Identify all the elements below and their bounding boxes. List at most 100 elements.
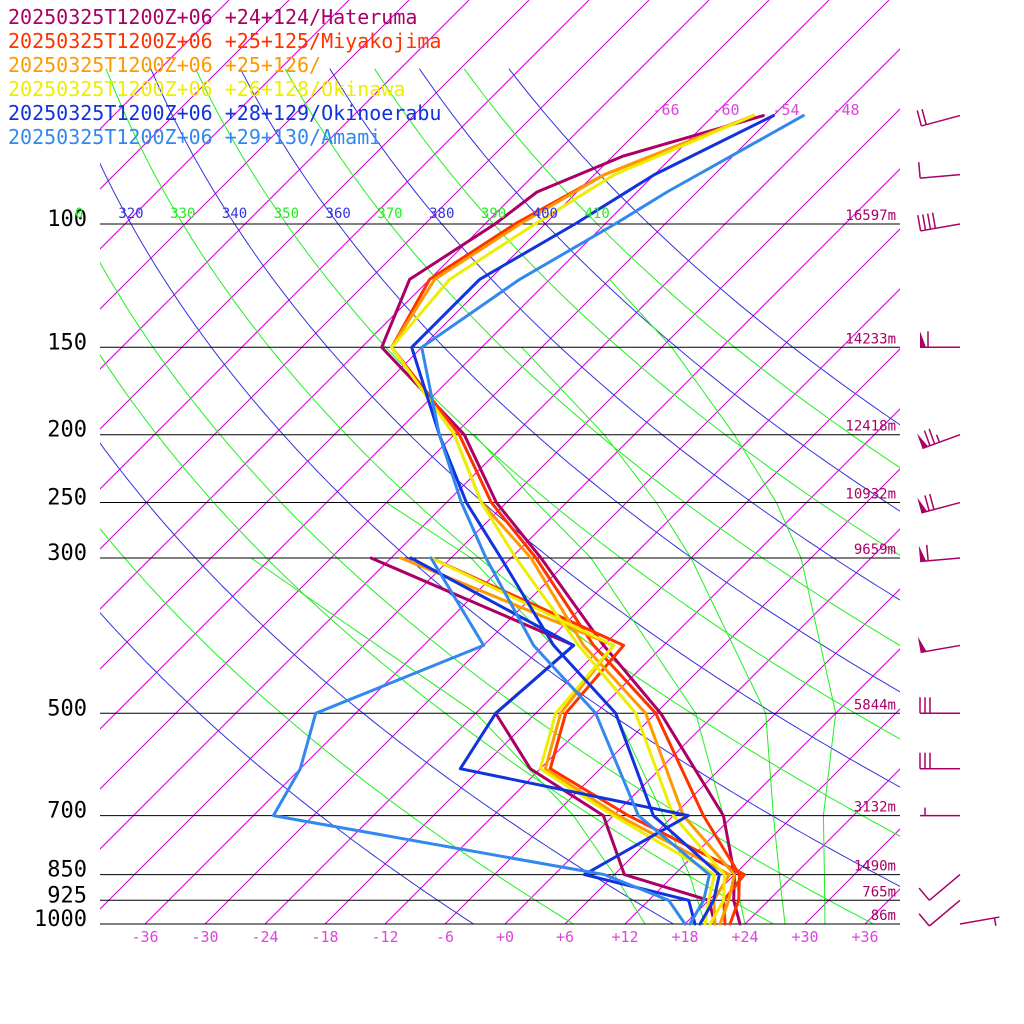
wind-barb-250	[917, 493, 961, 514]
legend: 20250325T1200Z+06 +24+124/Hateruma202503…	[8, 5, 441, 149]
dry-adiabat-400	[418, 68, 900, 512]
isotherm-lines	[100, 0, 900, 924]
theta-label-410: 410	[585, 206, 610, 222]
series-1-temperature-line	[380, 114, 765, 926]
theta-label-330: 330	[170, 206, 195, 222]
dry-adiabat-350	[195, 68, 900, 740]
isotherm-0	[504, 528, 900, 924]
moist-adiabat-4	[521, 346, 786, 924]
isotherm-90	[100, 0, 530, 430]
wind-barb-925	[918, 899, 961, 927]
series-5-temperature-line	[410, 114, 775, 926]
pressure-label-1000: 1000	[34, 907, 87, 932]
wind-barb-600	[919, 752, 960, 770]
theta-label-400: 400	[533, 206, 558, 222]
wind-barb-200	[916, 428, 961, 450]
wind-barb-150	[920, 331, 960, 349]
theta-label-350: 350	[274, 206, 299, 222]
series-3-temperature-line	[390, 114, 755, 926]
wind-barb-500	[919, 697, 960, 715]
isotherm-102	[100, 0, 410, 310]
dry-adiabat-320	[100, 162, 900, 887]
isotherm-42	[100, 108, 900, 910]
wind-barb-850	[918, 874, 961, 901]
height-label-150: 14233m	[845, 331, 896, 347]
series-5-dewpoint-line	[409, 556, 697, 926]
dry-adiabat-340	[150, 68, 900, 788]
pressure-label-100: 100	[47, 207, 87, 232]
temperature-tick-36: -36	[131, 928, 158, 946]
moist-adiabat-2	[386, 502, 706, 924]
temperature-tick-36: +36	[851, 928, 878, 946]
pressure-label-925: 925	[47, 883, 87, 908]
isotherm-label-48: -48	[832, 101, 859, 119]
dry-adiabat-330	[105, 68, 900, 837]
isotherm-108	[100, 0, 350, 250]
pressure-label-150: 150	[47, 330, 87, 355]
isotherm-30	[204, 228, 900, 924]
height-label-300: 9659m	[854, 542, 896, 558]
isotherm-78	[100, 0, 650, 550]
height-label-100: 16597m	[845, 208, 896, 224]
series-4-temperature-line	[390, 114, 755, 926]
theta-label-390: 390	[481, 206, 506, 222]
isotherm-18	[324, 348, 900, 924]
temperature-tick-18: -18	[311, 928, 338, 946]
dry-adiabat-390	[374, 68, 900, 556]
temperature-tick-12: +12	[611, 928, 638, 946]
wind-barb-400	[917, 636, 961, 654]
isotherm-60	[100, 0, 830, 730]
legend-entry-5: 20250325T1200Z+06 +28+129/Okinoerabu	[8, 101, 441, 125]
isotherm-6	[564, 588, 900, 924]
isotherm-24	[264, 288, 900, 924]
temperature-tick-30: -30	[191, 928, 218, 946]
isotherm-label-66: -66	[652, 101, 679, 119]
temperature-tick-24: -24	[251, 928, 278, 946]
temperature-tick-18: +18	[671, 928, 698, 946]
height-label-700: 3132m	[854, 800, 896, 816]
temperature-tick-30: +30	[791, 928, 818, 946]
legend-entry-4: 20250325T1200Z+06 +26+128/Okinawa	[8, 77, 405, 101]
legend-entry-2: 20250325T1200Z+06 +25+125/Miyakojima	[8, 29, 441, 53]
height-label-850: 1490m	[854, 859, 896, 875]
pressure-label-500: 500	[47, 696, 87, 721]
wind-barb-300	[918, 544, 961, 563]
wind-barb-100	[917, 212, 961, 232]
sounding-profiles	[271, 114, 805, 926]
isotherm-12	[624, 648, 900, 924]
isotherm-96	[100, 0, 470, 370]
dry-adiabat-310	[100, 261, 874, 924]
isotherm-label-60: -60	[712, 101, 739, 119]
dry-adiabat-300	[100, 354, 774, 924]
pressure-label-200: 200	[47, 418, 87, 443]
isotherm-24	[744, 768, 900, 924]
pressure-label-700: 700	[47, 799, 87, 824]
dry-adiabat-280	[100, 527, 574, 924]
series-2-temperature-line	[390, 114, 755, 926]
height-label-500: 5844m	[854, 697, 896, 713]
series-6-temperature-line	[420, 114, 805, 926]
wind-barbs	[916, 108, 1000, 927]
theta-label-360: 360	[326, 206, 351, 222]
temperature-tick-24: +24	[731, 928, 758, 946]
theta-label-340: 340	[222, 206, 247, 222]
isotherm-12	[384, 408, 900, 924]
height-label-200: 12418m	[845, 419, 896, 435]
isotherm-30	[804, 828, 900, 924]
theta-label-380: 380	[429, 206, 454, 222]
pressure-label-250: 250	[47, 486, 87, 511]
legend-entry-3: 20250325T1200Z+06 +25+126/	[8, 53, 321, 77]
wind-barb-70	[916, 108, 961, 127]
temperature-tick-6: +6	[556, 928, 574, 946]
dry-adiabat-410	[463, 68, 900, 469]
temperature-tick-0: +0	[496, 928, 514, 946]
dry-adiabat-360	[239, 68, 900, 693]
dry-adiabat-380	[329, 68, 900, 601]
isotherm-48	[100, 48, 900, 850]
wind-barb-1000	[959, 916, 1000, 926]
isotherm-72	[100, 0, 710, 610]
dry-adiabat-270	[100, 611, 474, 924]
temperature-tick-6: -6	[436, 928, 454, 946]
